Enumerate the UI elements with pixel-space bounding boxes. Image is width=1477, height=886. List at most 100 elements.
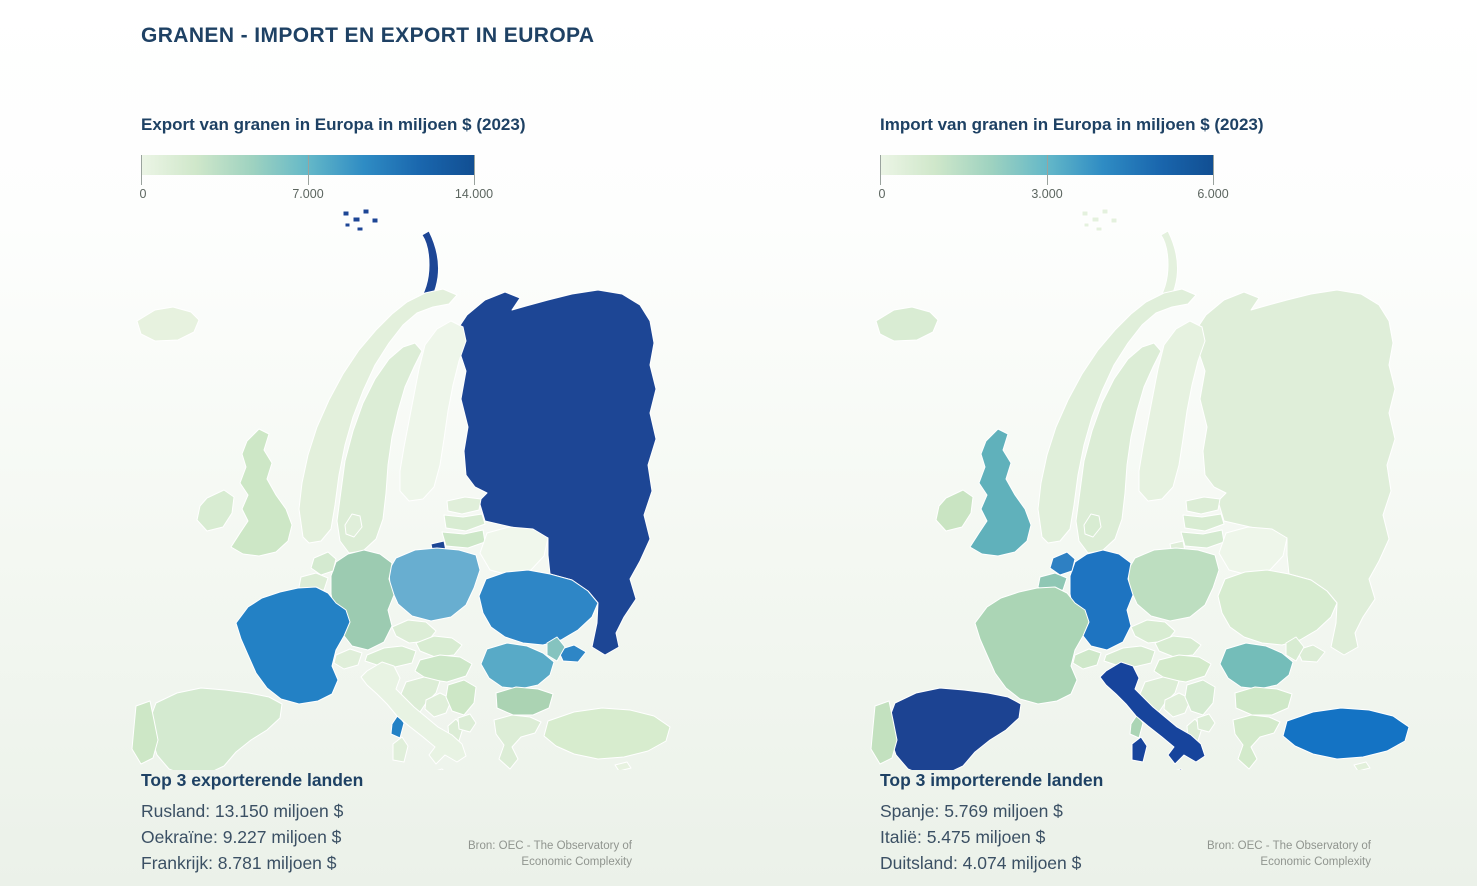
legend-label-min: 0 — [139, 187, 147, 201]
legend-label-mid: 3.000 — [1031, 187, 1063, 201]
country-romania — [480, 642, 555, 690]
page-title: GRANEN - IMPORT EN EXPORT IN EUROPA — [141, 24, 595, 47]
country-ukraine — [1217, 569, 1338, 646]
country-finland — [399, 320, 467, 502]
country-italy — [360, 661, 467, 765]
country-serbia — [1184, 679, 1216, 716]
legend-label-max: 6.000 — [1197, 187, 1229, 201]
country-ukraine — [478, 569, 599, 646]
country-czechia — [391, 619, 437, 644]
country-turkey — [1282, 707, 1410, 760]
export-source-note: Bron: OEC - The Observatory of Economic … — [380, 838, 632, 870]
country-estonia — [1185, 496, 1221, 515]
import-source-note: Bron: OEC - The Observatory of Economic … — [1119, 838, 1371, 870]
country-sweden — [336, 342, 423, 554]
country-crimea — [557, 644, 587, 663]
country-spain — [888, 687, 1022, 770]
country-portugal — [131, 700, 159, 765]
country-crimea — [1296, 644, 1326, 663]
country-turkey — [543, 707, 671, 760]
country-romania — [1219, 642, 1294, 690]
import-panel: Import van granen in Europa in miljoen $… — [739, 0, 1477, 886]
country-uk — [969, 428, 1032, 557]
country-denmark — [1083, 513, 1102, 538]
country-serbia — [445, 679, 477, 716]
country-denmark — [344, 513, 363, 538]
legend-tick-max — [474, 155, 475, 185]
export-subtitle: Export van granen in Europa in miljoen $… — [141, 115, 526, 134]
country-greece — [493, 714, 542, 770]
export-top3-line-1: Rusland: 13.150 miljoen $ — [141, 801, 344, 821]
import-top3-line-3: Duitsland: 4.074 miljoen $ — [880, 853, 1082, 873]
country-france — [974, 586, 1090, 705]
country-greece — [1232, 714, 1281, 770]
country-moldova — [546, 636, 566, 662]
import-source-line-1: Bron: OEC - The Observatory of — [1206, 840, 1371, 852]
country-belarus — [1218, 526, 1288, 576]
country-switzerland — [1072, 648, 1102, 670]
country-czechia — [1130, 619, 1176, 644]
legend-tick-mid — [1047, 155, 1048, 185]
legend-label-max: 14.000 — [454, 187, 494, 201]
country-moldova — [1285, 636, 1305, 662]
import-top3-heading: Top 3 importerende landen — [880, 770, 1104, 790]
country-slovakia — [1154, 635, 1202, 658]
country-latvia — [443, 513, 486, 532]
country-italy — [1099, 661, 1206, 765]
country-macedonia — [457, 713, 477, 733]
legend-tick-max — [1213, 155, 1214, 185]
import-europe-map — [870, 208, 1410, 770]
export-source-line-2: Economic Complexity — [521, 856, 632, 868]
country-sicily — [437, 768, 444, 770]
country-iceland — [136, 306, 200, 342]
country-slovakia — [415, 635, 463, 658]
import-top3-line-1: Spanje: 5.769 miljoen $ — [880, 801, 1063, 821]
country-netherlands — [310, 551, 337, 576]
country-svalbard — [342, 208, 379, 232]
country-norway — [1037, 288, 1197, 544]
country-ireland — [935, 489, 974, 532]
country-macedonia — [1196, 713, 1216, 733]
country-iceland — [875, 306, 939, 342]
country-austria — [1103, 645, 1156, 668]
country-france — [235, 586, 351, 705]
legend-tick-min — [880, 155, 881, 185]
country-bulgaria — [495, 686, 554, 716]
country-uk — [230, 428, 293, 557]
country-hungary — [1153, 654, 1212, 683]
legend-label-mid: 7.000 — [292, 187, 324, 201]
export-top3-heading: Top 3 exporterende landen — [141, 770, 364, 790]
country-bosnia — [424, 692, 453, 718]
country-svalbard — [1081, 208, 1118, 232]
country-finland — [1138, 320, 1206, 502]
country-cyprus — [614, 761, 632, 770]
country-russia — [454, 289, 657, 656]
country-sardinia — [1131, 736, 1148, 763]
export-top3-line-3: Frankrijk: 8.781 miljoen $ — [141, 853, 337, 873]
export-panel: Export van granen in Europa in miljoen $… — [0, 0, 738, 886]
country-estonia — [446, 496, 482, 515]
country-ireland — [196, 489, 235, 532]
export-europe-map — [131, 208, 671, 770]
export-top3: Top 3 exporterende landen Rusland: 13.15… — [141, 770, 561, 876]
country-norway — [298, 288, 458, 544]
country-cyprus — [1353, 761, 1371, 770]
country-austria — [364, 645, 417, 668]
country-latvia — [1182, 513, 1225, 532]
country-portugal — [870, 700, 898, 765]
import-source-line-2: Economic Complexity — [1260, 856, 1371, 868]
country-switzerland — [333, 648, 363, 670]
import-top3: Top 3 importerende landen Spanje: 5.769 … — [880, 770, 1300, 876]
country-netherlands — [1049, 551, 1076, 576]
country-lithuania — [1180, 529, 1225, 549]
legend-label-min: 0 — [878, 187, 886, 201]
legend-tick-mid — [308, 155, 309, 185]
export-source-line-1: Bron: OEC - The Observatory of — [467, 840, 632, 852]
import-top3-line-2: Italië: 5.475 miljoen $ — [880, 827, 1046, 847]
import-subtitle: Import van granen in Europa in miljoen $… — [880, 115, 1264, 134]
country-russia — [1193, 289, 1396, 656]
country-sweden — [1075, 342, 1162, 554]
country-sardinia — [392, 736, 409, 763]
country-poland — [1127, 547, 1220, 622]
country-poland — [388, 547, 481, 622]
